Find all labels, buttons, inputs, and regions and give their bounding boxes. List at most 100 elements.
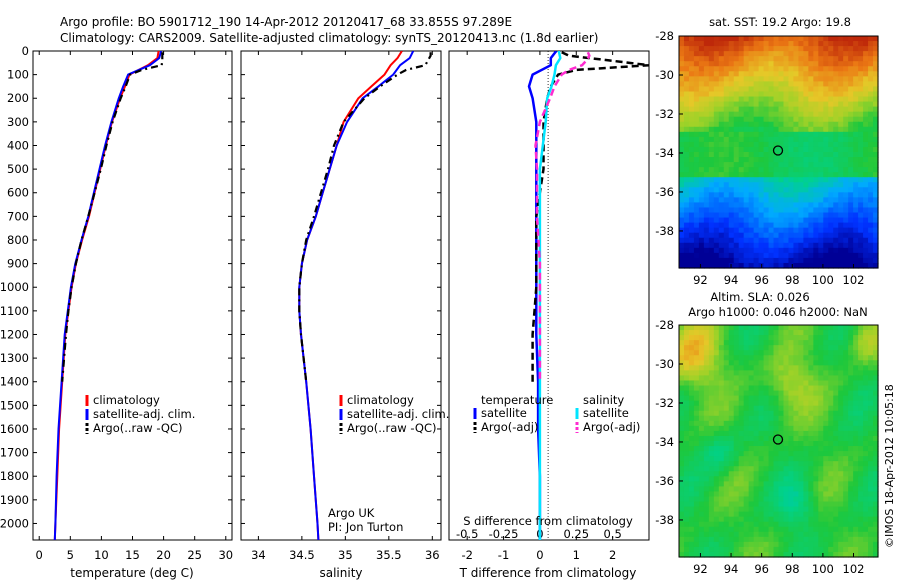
heatmap-cell — [728, 227, 735, 234]
depth-tick-label: 700 — [7, 209, 29, 223]
heatmap-cell — [713, 526, 720, 533]
heatmap-cell — [813, 51, 819, 57]
heatmap-cell — [679, 430, 685, 437]
heatmap-cell — [798, 46, 804, 52]
heatmap-cell — [758, 370, 765, 377]
heatmap-cell — [788, 141, 795, 148]
heatmap-cell — [718, 491, 725, 498]
heatmap-cell — [773, 461, 780, 467]
heatmap-cell — [728, 486, 735, 493]
heatmap-cell — [688, 491, 695, 498]
heatmap-cell — [793, 116, 799, 123]
heatmap-cell — [738, 405, 745, 412]
heatmap-cell — [808, 182, 814, 188]
heatmap-cell — [688, 116, 695, 123]
heatmap-cell — [793, 217, 799, 224]
heatmap-cell — [698, 81, 705, 88]
heatmap-cell — [763, 116, 770, 123]
heatmap-cell — [733, 232, 740, 239]
heatmap-cell — [713, 491, 720, 498]
heatmap-cell — [728, 172, 735, 178]
heatmap-cell — [778, 61, 785, 67]
heatmap-cell — [708, 531, 715, 538]
heatmap-cell — [693, 197, 700, 204]
heatmap-cell — [783, 330, 790, 336]
heatmap-cell — [803, 340, 809, 346]
heatmap-cell — [763, 360, 770, 366]
heatmap-cell — [693, 192, 700, 198]
heatmap-cell — [828, 415, 834, 422]
heatmap-cell — [743, 430, 750, 437]
heatmap-cell — [679, 46, 685, 52]
heatmap-cell — [718, 56, 725, 62]
heatmap-cell — [828, 41, 834, 47]
legend-label-argo: Argo(..raw -QC) — [93, 421, 183, 435]
heatmap-cell — [848, 410, 854, 417]
heatmap-cell — [763, 237, 770, 244]
heatmap-cell — [698, 51, 705, 57]
heatmap-cell — [813, 415, 819, 422]
heatmap-cell — [693, 237, 700, 244]
heatmap-cell — [803, 400, 809, 407]
heatmap-cell — [783, 81, 790, 88]
heatmap-cell — [813, 222, 819, 229]
heatmap-cell — [698, 232, 705, 239]
heatmap-cell — [798, 496, 804, 503]
heatmap-cell — [708, 131, 715, 138]
heatmap-cell — [788, 415, 795, 422]
heatmap-cell — [793, 395, 799, 402]
heatmap-cell — [748, 400, 755, 407]
heatmap-cell — [808, 96, 814, 103]
heatmap-cell — [743, 456, 750, 462]
heatmap-cell — [833, 192, 839, 198]
heatmap-cell — [868, 506, 874, 513]
heatmap-cell — [838, 257, 844, 264]
heatmap-cell — [773, 325, 780, 331]
heatmap-cell — [823, 212, 829, 219]
heatmap-cell — [733, 521, 740, 528]
heatmap-cell — [703, 466, 710, 472]
heatmap-cell — [738, 335, 745, 341]
heatmap-cell — [778, 56, 785, 62]
heatmap-cell — [758, 355, 765, 361]
heatmap-cell — [768, 541, 775, 548]
heatmap-cell — [868, 207, 874, 214]
heatmap-cell — [828, 91, 834, 98]
heatmap-cell — [798, 217, 804, 224]
heatmap-cell — [698, 340, 705, 346]
heatmap-cell — [708, 325, 715, 331]
heatmap-cell — [858, 207, 864, 214]
heatmap-cell — [679, 126, 685, 133]
map-y-tick-label: -34 — [655, 435, 674, 449]
heatmap-cell — [688, 182, 695, 188]
heatmap-cell — [783, 355, 790, 361]
heatmap-cell — [723, 131, 730, 138]
heatmap-cell — [833, 466, 839, 472]
heatmap-cell — [823, 141, 829, 148]
heatmap-cell — [828, 425, 834, 432]
heatmap-cell — [703, 86, 710, 93]
heatmap-cell — [758, 451, 765, 457]
heatmap-cell — [768, 66, 775, 72]
heatmap-cell — [863, 222, 869, 229]
heatmap-cell — [838, 71, 844, 77]
heatmap-cell — [743, 237, 750, 244]
heatmap-cell — [823, 136, 829, 143]
heatmap-cell — [768, 425, 775, 432]
heatmap-cell — [728, 217, 735, 224]
heatmap-cell — [868, 435, 874, 442]
heatmap-cell — [733, 81, 740, 88]
heatmap-cell — [773, 96, 780, 103]
map-x-tick-label: 100 — [812, 273, 834, 287]
heatmap-cell — [848, 506, 854, 513]
heatmap-cell — [688, 405, 695, 412]
heatmap-cell — [873, 51, 879, 57]
heatmap-cell — [743, 435, 750, 442]
heatmap-cell — [818, 481, 824, 487]
heatmap-cell — [723, 425, 730, 432]
heatmap-cell — [808, 546, 814, 553]
heatmap-cell — [683, 461, 690, 467]
heatmap-cell — [793, 466, 799, 472]
heatmap-cell — [693, 152, 700, 158]
heatmap-cell — [698, 441, 705, 447]
